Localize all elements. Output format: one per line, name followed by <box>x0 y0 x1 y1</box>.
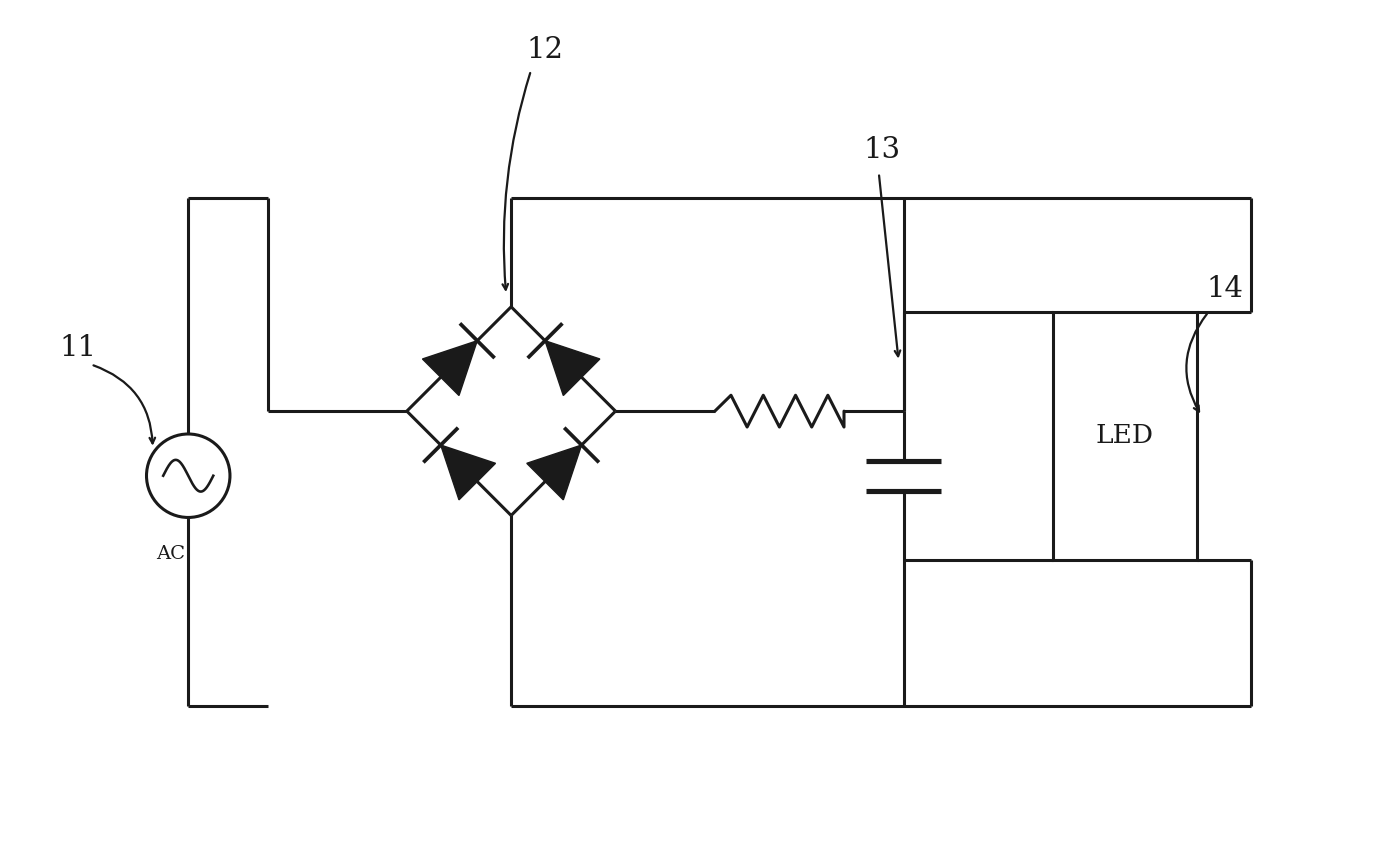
Polygon shape <box>441 445 495 500</box>
Text: LED: LED <box>1096 423 1154 449</box>
Polygon shape <box>527 445 582 500</box>
Polygon shape <box>422 340 477 396</box>
Text: 14: 14 <box>1207 275 1244 303</box>
Text: 11: 11 <box>59 334 97 363</box>
Polygon shape <box>545 340 600 396</box>
Bar <box>1052 312 1197 560</box>
Text: 13: 13 <box>863 136 900 164</box>
Text: 12: 12 <box>525 36 563 64</box>
Text: AC: AC <box>156 546 185 563</box>
